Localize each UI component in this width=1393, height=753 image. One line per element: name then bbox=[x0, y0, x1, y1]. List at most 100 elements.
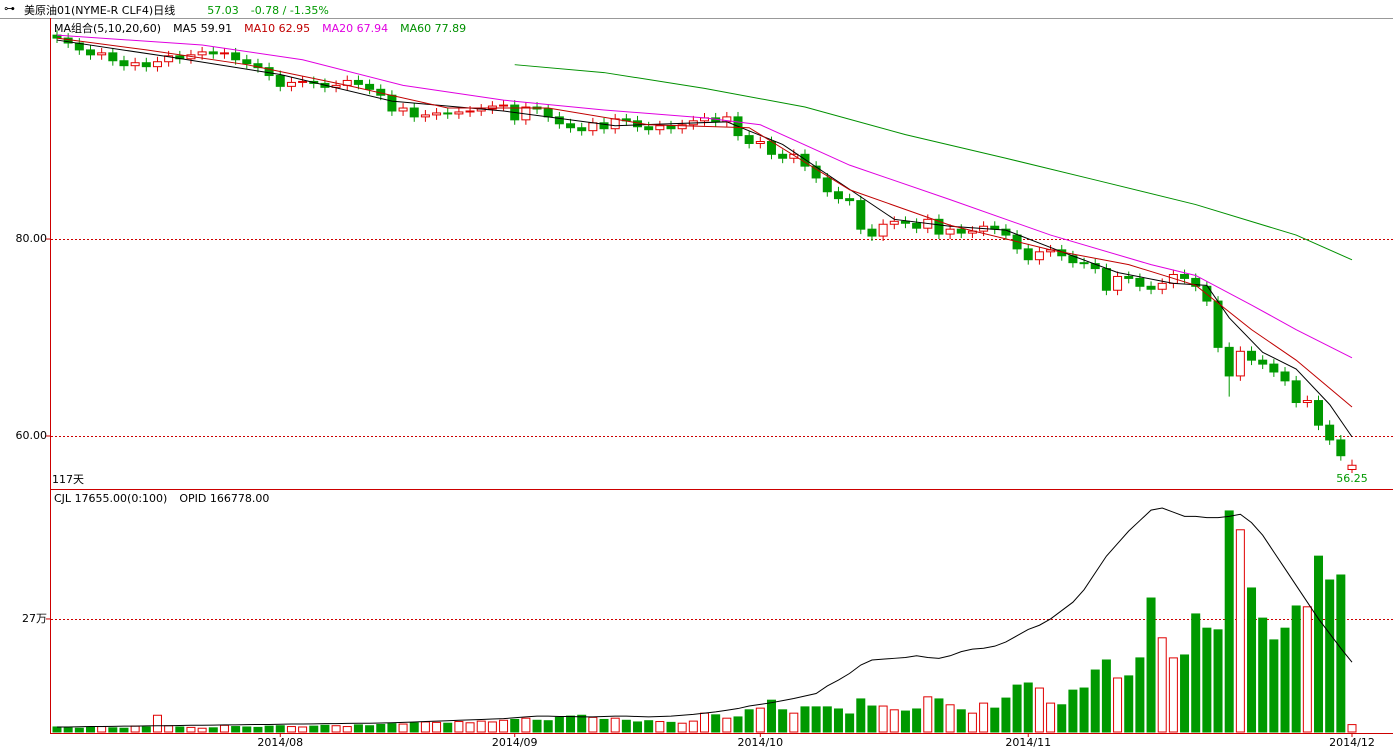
volume-bar bbox=[52, 726, 62, 733]
candle-body bbox=[1314, 400, 1324, 426]
opid-label: OPID bbox=[179, 492, 207, 505]
volume-bar bbox=[1347, 724, 1357, 733]
candle-body bbox=[543, 108, 553, 118]
candle-body bbox=[353, 79, 363, 85]
volume-bar bbox=[499, 719, 509, 733]
volume-bar bbox=[610, 717, 620, 733]
volume-bar bbox=[577, 714, 587, 733]
volume-bar bbox=[845, 713, 855, 733]
candle-body bbox=[912, 222, 922, 229]
volume-bar bbox=[219, 724, 229, 733]
volume-bar bbox=[923, 696, 933, 733]
volume-bar bbox=[1057, 704, 1067, 733]
volume-bar bbox=[454, 721, 464, 733]
volume-bar bbox=[398, 723, 408, 733]
candle-body bbox=[164, 55, 174, 63]
candle-body bbox=[1347, 464, 1357, 470]
candle-body bbox=[387, 94, 397, 112]
volume-bar bbox=[621, 719, 631, 733]
volume-bar bbox=[532, 719, 542, 733]
volume-bar bbox=[1224, 510, 1234, 733]
volume-bar bbox=[376, 723, 386, 733]
volume-bar bbox=[275, 725, 285, 733]
x-tick-label: 2014/10 bbox=[737, 736, 783, 749]
legend-value: 67.94 bbox=[356, 21, 389, 35]
opid-value: 166778.00 bbox=[209, 492, 270, 505]
volume-bar bbox=[197, 727, 207, 733]
volume-bar bbox=[119, 727, 129, 733]
volume-bar bbox=[744, 709, 754, 733]
candle-body bbox=[108, 52, 118, 62]
volume-bar bbox=[1001, 697, 1011, 733]
volume-bar bbox=[331, 725, 341, 733]
candle-body bbox=[1079, 262, 1089, 265]
candle-body bbox=[219, 52, 229, 55]
candle-body bbox=[755, 141, 765, 144]
volume-bar bbox=[688, 720, 698, 733]
candle-body bbox=[1280, 371, 1290, 382]
volume-bar bbox=[164, 725, 174, 733]
volume-bar bbox=[867, 705, 877, 733]
candle-body bbox=[499, 104, 509, 107]
candle-body bbox=[1291, 380, 1301, 404]
volume-bar bbox=[789, 712, 799, 733]
volume-bar bbox=[755, 707, 765, 733]
legend-name: MA5 bbox=[173, 21, 198, 35]
volume-bar bbox=[521, 717, 531, 733]
volume-bar bbox=[309, 725, 319, 733]
candle-body bbox=[119, 60, 129, 67]
volume-bar bbox=[1336, 574, 1346, 733]
volume-bar bbox=[1258, 617, 1268, 733]
volume-bar bbox=[1168, 657, 1178, 733]
candle-body bbox=[900, 220, 910, 224]
volume-bar bbox=[130, 725, 140, 733]
header-icon: ⊶ bbox=[4, 2, 15, 15]
volume-bar bbox=[1068, 689, 1078, 733]
candle-body bbox=[1023, 248, 1033, 261]
volume-bar bbox=[967, 712, 977, 733]
legend-name: MA60 bbox=[400, 21, 432, 35]
ma-legend: MA组合(5,10,20,60) MA5 59.91 MA10 62.95 MA20… bbox=[54, 20, 466, 36]
volume-bar bbox=[599, 718, 609, 733]
volume-bar bbox=[365, 725, 375, 733]
volume-bar bbox=[1235, 529, 1245, 733]
last-price: 57.03 bbox=[207, 3, 239, 17]
volume-bar bbox=[1291, 605, 1301, 733]
volume-bar bbox=[465, 722, 475, 733]
volume-bar bbox=[833, 708, 843, 733]
volume-bar bbox=[487, 721, 497, 733]
candle-body bbox=[264, 67, 274, 77]
volume-bar bbox=[655, 721, 665, 733]
candle-body bbox=[945, 228, 955, 235]
candle-body bbox=[432, 112, 442, 116]
candle-body bbox=[398, 107, 408, 112]
volume-bar bbox=[186, 726, 196, 733]
candle-body bbox=[1124, 275, 1134, 279]
volume-bar bbox=[1269, 639, 1279, 733]
volume-bar bbox=[1191, 613, 1201, 733]
volume-bar bbox=[510, 718, 520, 733]
candle-body bbox=[889, 220, 899, 225]
volume-bar bbox=[878, 705, 888, 733]
volume-bar bbox=[822, 706, 832, 733]
days-label: 117天 bbox=[52, 473, 84, 486]
volume-bar bbox=[1124, 675, 1134, 733]
legend-item: MA20 67.94 bbox=[322, 22, 388, 35]
candle-body bbox=[867, 228, 877, 237]
volume-bar bbox=[711, 714, 721, 733]
ma-line bbox=[514, 64, 1353, 261]
volume-bar bbox=[141, 726, 151, 733]
volume-bar bbox=[420, 721, 430, 733]
volume-bar bbox=[1046, 702, 1056, 733]
volume-bar bbox=[912, 708, 922, 733]
candle-body bbox=[465, 110, 475, 113]
candle-body bbox=[409, 107, 419, 118]
ma-group: MA组合(5,10,20,60) bbox=[54, 22, 162, 35]
legend-item: MA10 62.95 bbox=[244, 22, 310, 35]
volume-bar bbox=[677, 722, 687, 733]
cjl: CJL 17655.00(0:100) bbox=[54, 492, 167, 505]
volume-bar bbox=[1101, 659, 1111, 733]
volume-bar bbox=[286, 726, 296, 733]
volume-bar bbox=[945, 704, 955, 733]
volume-bar bbox=[108, 727, 118, 733]
